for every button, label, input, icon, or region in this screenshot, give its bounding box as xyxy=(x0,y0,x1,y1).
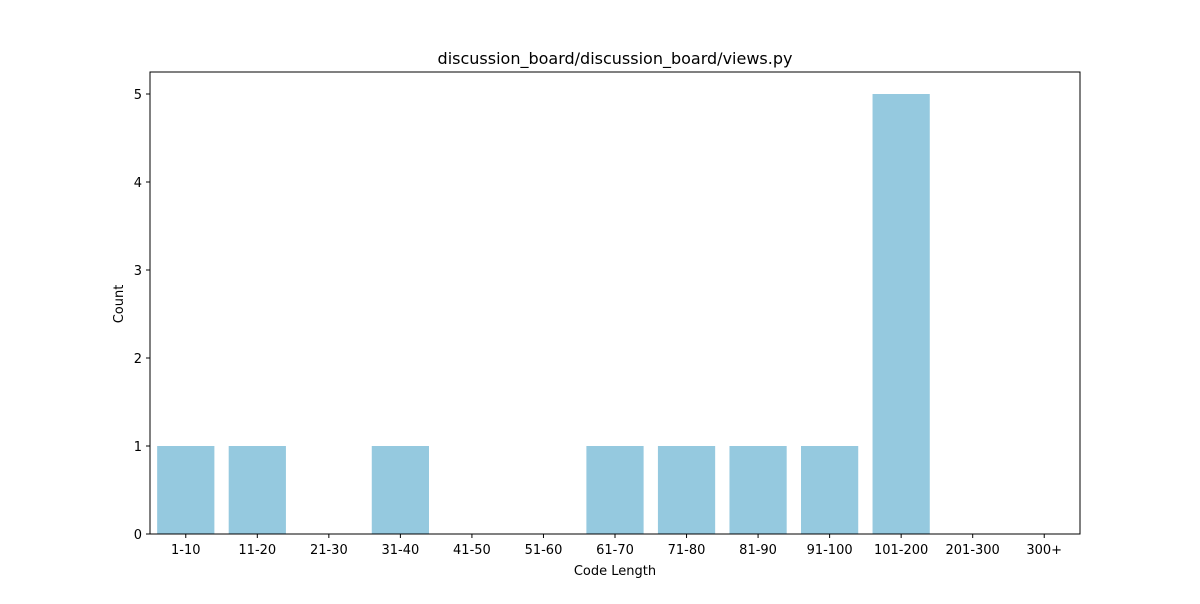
y-tick-label: 0 xyxy=(134,528,142,543)
bar-61-70 xyxy=(586,446,644,534)
y-tick-label: 5 xyxy=(134,88,142,103)
bars-group xyxy=(157,94,930,534)
y-axis-label: Count xyxy=(112,285,127,324)
x-tick-label: 31-40 xyxy=(381,543,419,558)
x-tick-label: 201-300 xyxy=(946,543,1000,558)
bar-101-200 xyxy=(872,94,930,534)
x-tick-label: 1-10 xyxy=(171,543,201,558)
x-axis-label: Code Length xyxy=(574,564,656,579)
x-tick-label: 11-20 xyxy=(238,543,276,558)
y-tick-label: 1 xyxy=(134,440,142,455)
bar-91-100 xyxy=(801,446,859,534)
bar-31-40 xyxy=(371,446,429,534)
bar-71-80 xyxy=(657,446,716,534)
x-tick-label: 81-90 xyxy=(739,543,777,558)
y-tick-label: 2 xyxy=(134,352,142,367)
bar-1-10 xyxy=(157,446,215,534)
x-tick-label: 71-80 xyxy=(668,543,706,558)
bar-11-20 xyxy=(228,446,286,534)
bar-81-90 xyxy=(729,446,787,534)
y-tick-label: 4 xyxy=(134,176,142,191)
x-tick-label: 61-70 xyxy=(596,543,634,558)
x-axis: 1-10 11-20 21-30 31-40 41-50 51-60 61-70 71-80 8… xyxy=(171,534,1062,558)
x-tick-label: 101-200 xyxy=(874,543,928,558)
y-tick-label: 3 xyxy=(134,264,142,279)
x-tick-label: 21-30 xyxy=(310,543,348,558)
x-tick-label: 91-100 xyxy=(807,543,853,558)
x-tick-label: 300+ xyxy=(1026,543,1062,558)
chart-title: discussion_board/discussion_board/views.… xyxy=(438,49,793,69)
x-tick-label: 51-60 xyxy=(525,543,563,558)
y-axis: 0 1 2 3 4 5 xyxy=(134,88,150,543)
x-tick-label: 41-50 xyxy=(453,543,491,558)
